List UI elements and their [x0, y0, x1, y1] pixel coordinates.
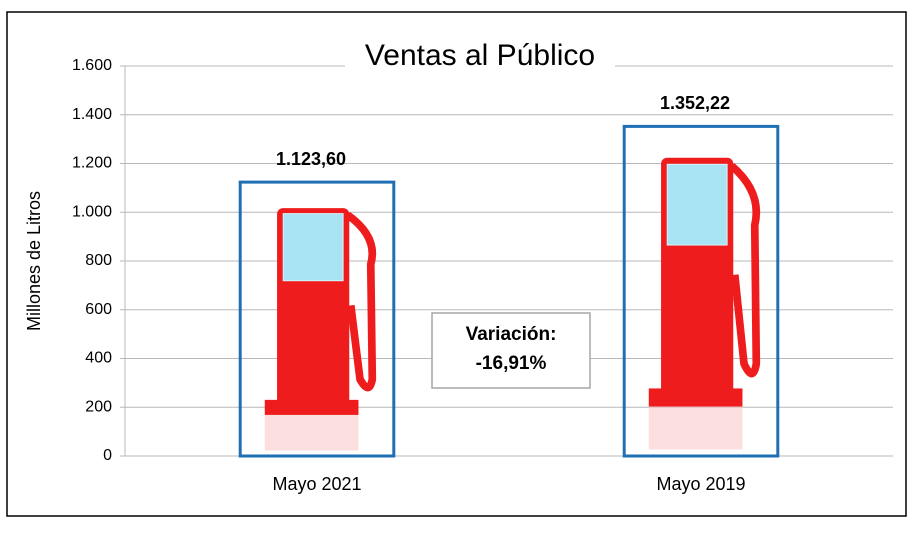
- plot-area: 0 200 400 600 800 1.000 1.200 1.400 1.600 Mayo 20…: [72, 57, 893, 494]
- title-background: [345, 38, 615, 78]
- annotation-box: [431, 312, 591, 389]
- chart-frame: [6, 11, 907, 517]
- pump-base: [264, 399, 359, 415]
- pump-hose: [345, 211, 377, 392]
- pump-reflection: [648, 406, 743, 450]
- pump-window: [666, 163, 728, 246]
- x-tick-label: Mayo 2019: [656, 474, 745, 494]
- y-tick-label: 800: [85, 252, 112, 269]
- y-tick-label: 200: [85, 398, 112, 415]
- annotation-text: -16,91%: [476, 353, 547, 374]
- annotation-text: Variación:: [466, 324, 557, 345]
- y-tick-label: 1.600: [72, 57, 112, 74]
- pump-hose: [729, 163, 761, 378]
- y-tick-label: 1.200: [72, 155, 112, 172]
- pump-reflection: [264, 414, 359, 451]
- chart-title: Ventas al Público: [365, 39, 595, 72]
- y-axis-label: Millones de Litros: [24, 191, 44, 331]
- data-label: 1.352,22: [660, 93, 730, 113]
- y-tick-label: 400: [85, 350, 112, 367]
- y-tick-label: 1.400: [72, 106, 112, 123]
- y-tick-label: 600: [85, 301, 112, 318]
- pump-window: [282, 213, 344, 282]
- pump-icon: [264, 208, 377, 451]
- y-tick-label: 1.000: [72, 203, 112, 220]
- x-tick-label: Mayo 2021: [272, 474, 361, 494]
- bar: [622, 124, 780, 458]
- bar: [238, 180, 396, 458]
- data-label: 1.123,60: [276, 149, 346, 169]
- pump-base: [648, 388, 743, 407]
- pump-icon: [648, 157, 761, 450]
- y-tick-label: 0: [103, 447, 112, 464]
